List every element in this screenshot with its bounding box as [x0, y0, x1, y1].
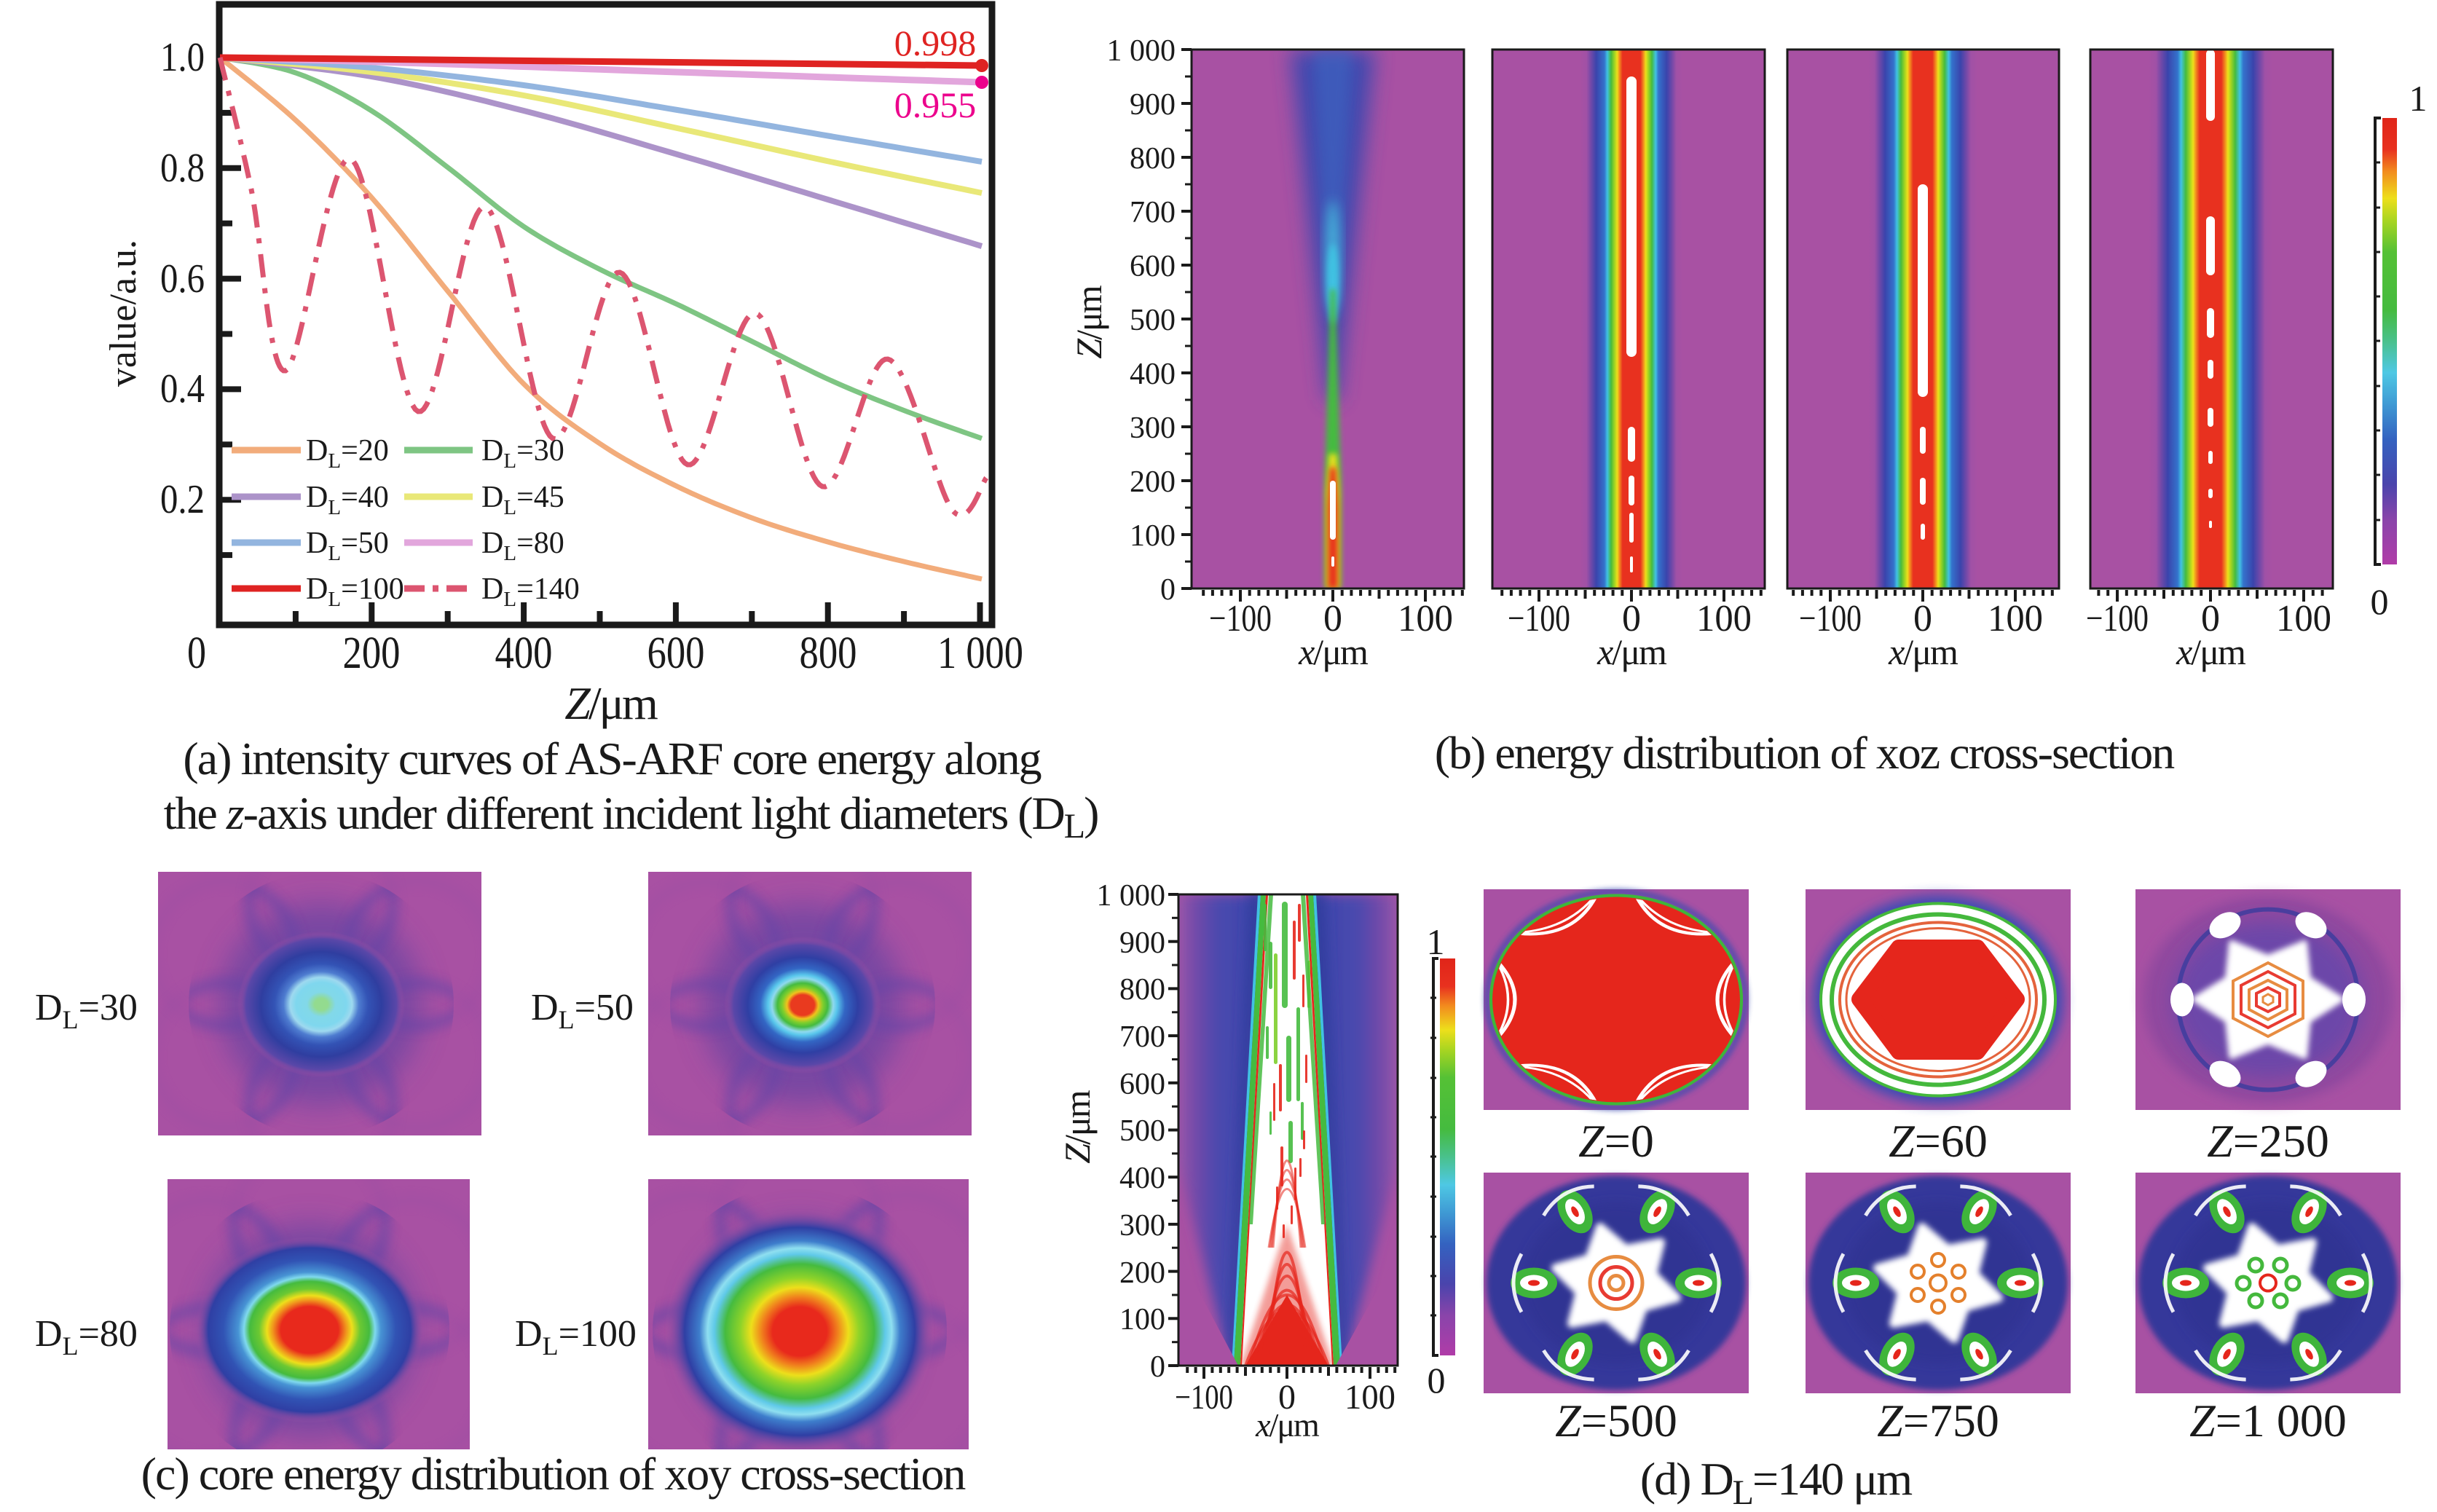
svg-text:0: 0 [2371, 581, 2389, 622]
svg-text:100: 100 [1696, 598, 1752, 639]
svg-text:300: 300 [1119, 1209, 1165, 1243]
svg-text:x/μm: x/μm [2176, 631, 2246, 672]
svg-text:Z=60: Z=60 [1889, 1115, 1988, 1167]
svg-text:400: 400 [495, 629, 553, 678]
svg-text:100: 100 [1398, 598, 1453, 639]
svg-text:100: 100 [1119, 1303, 1165, 1336]
svg-text:x/μm: x/μm [1298, 631, 1369, 672]
svg-text:0: 0 [1323, 598, 1342, 639]
svg-text:1 000: 1 000 [1097, 879, 1166, 913]
svg-text:500: 500 [1119, 1114, 1165, 1148]
svg-text:−100: −100 [2086, 598, 2149, 639]
svg-text:value/a.u.: value/a.u. [103, 240, 144, 387]
svg-text:x/μm: x/μm [1597, 631, 1667, 672]
svg-text:400: 400 [1119, 1162, 1165, 1195]
svg-text:DL=30: DL=30 [481, 434, 564, 473]
svg-text:0.6: 0.6 [160, 256, 205, 302]
svg-text:−100: −100 [1209, 598, 1272, 639]
svg-text:1.0: 1.0 [160, 35, 205, 80]
svg-text:900: 900 [1130, 88, 1176, 122]
svg-text:DL=20: DL=20 [306, 434, 389, 473]
svg-text:0: 0 [1150, 1350, 1165, 1384]
svg-text:200: 200 [1130, 465, 1176, 499]
svg-text:900: 900 [1119, 926, 1165, 960]
svg-text:Z=1 000: Z=1 000 [2189, 1395, 2347, 1446]
svg-text:800: 800 [1130, 142, 1176, 176]
svg-text:0: 0 [1428, 1360, 1446, 1401]
svg-text:(a) intensity curves of AS-ARF: (a) intensity curves of AS-ARF core ener… [183, 733, 1041, 784]
svg-text:Z=250: Z=250 [2207, 1115, 2329, 1167]
svg-text:DL=30: DL=30 [35, 987, 138, 1034]
svg-text:Z/μm: Z/μm [564, 677, 658, 729]
svg-text:(b) energy distribution of xoz: (b) energy distribution of xoz cross-sec… [1435, 727, 2176, 779]
svg-text:800: 800 [800, 629, 857, 678]
svg-text:100: 100 [1988, 598, 2043, 639]
svg-text:Z=750: Z=750 [1877, 1395, 1999, 1446]
svg-text:0: 0 [1278, 1378, 1296, 1417]
svg-text:400: 400 [1130, 358, 1176, 391]
svg-text:200: 200 [1119, 1256, 1165, 1290]
svg-text:600: 600 [1119, 1068, 1165, 1101]
svg-text:500: 500 [1130, 304, 1176, 337]
svg-text:x/μm: x/μm [1255, 1406, 1320, 1444]
svg-text:−100: −100 [1508, 598, 1570, 639]
svg-text:100: 100 [2276, 598, 2331, 639]
svg-text:(d) DL=140 μm: (d) DL=140 μm [1640, 1453, 1913, 1512]
svg-text:DL=40: DL=40 [306, 481, 389, 519]
svg-text:0.8: 0.8 [160, 146, 205, 191]
svg-text:0.4: 0.4 [160, 366, 205, 412]
svg-text:Z=0: Z=0 [1578, 1115, 1654, 1167]
svg-text:1: 1 [2409, 78, 2428, 119]
svg-text:Z=500: Z=500 [1555, 1395, 1677, 1446]
svg-text:0: 0 [1622, 598, 1641, 639]
svg-text:Z/μm: Z/μm [1068, 285, 1109, 359]
svg-text:100: 100 [1345, 1378, 1395, 1417]
svg-text:(c) core energy distribution o: (c) core energy distribution of xoy cros… [141, 1448, 966, 1500]
svg-text:100: 100 [1130, 519, 1176, 553]
svg-text:600: 600 [1130, 250, 1176, 283]
svg-text:200: 200 [343, 629, 401, 678]
svg-text:800: 800 [1119, 973, 1165, 1007]
svg-text:600: 600 [647, 629, 705, 678]
svg-text:−100: −100 [1799, 598, 1862, 639]
svg-text:DL=140: DL=140 [481, 572, 580, 611]
svg-text:700: 700 [1119, 1020, 1165, 1054]
svg-text:0.998: 0.998 [894, 23, 977, 63]
svg-text:0.2: 0.2 [160, 477, 205, 522]
svg-text:DL=100: DL=100 [306, 572, 404, 611]
svg-text:the z-axis under different inc: the z-axis under different incident ligh… [164, 787, 1098, 846]
svg-text:0: 0 [2201, 598, 2220, 639]
svg-text:x/μm: x/μm [1888, 631, 1958, 672]
svg-text:1 000: 1 000 [937, 629, 1023, 678]
svg-text:Z/μm: Z/μm [1057, 1090, 1098, 1164]
svg-text:0: 0 [1913, 598, 1932, 639]
svg-text:300: 300 [1130, 412, 1176, 445]
svg-text:DL=50: DL=50 [531, 987, 634, 1034]
svg-text:1: 1 [1427, 921, 1445, 962]
svg-text:DL=50: DL=50 [306, 527, 389, 565]
svg-text:700: 700 [1130, 196, 1176, 229]
svg-text:0: 0 [187, 629, 206, 678]
svg-text:DL=80: DL=80 [481, 527, 564, 565]
svg-text:DL=45: DL=45 [481, 481, 564, 519]
svg-text:0: 0 [1160, 573, 1176, 607]
svg-text:DL=80: DL=80 [35, 1313, 138, 1361]
svg-text:0.955: 0.955 [894, 84, 977, 125]
svg-text:1 000: 1 000 [1107, 34, 1176, 68]
svg-text:DL=100: DL=100 [515, 1313, 637, 1361]
svg-text:−100: −100 [1175, 1378, 1233, 1417]
